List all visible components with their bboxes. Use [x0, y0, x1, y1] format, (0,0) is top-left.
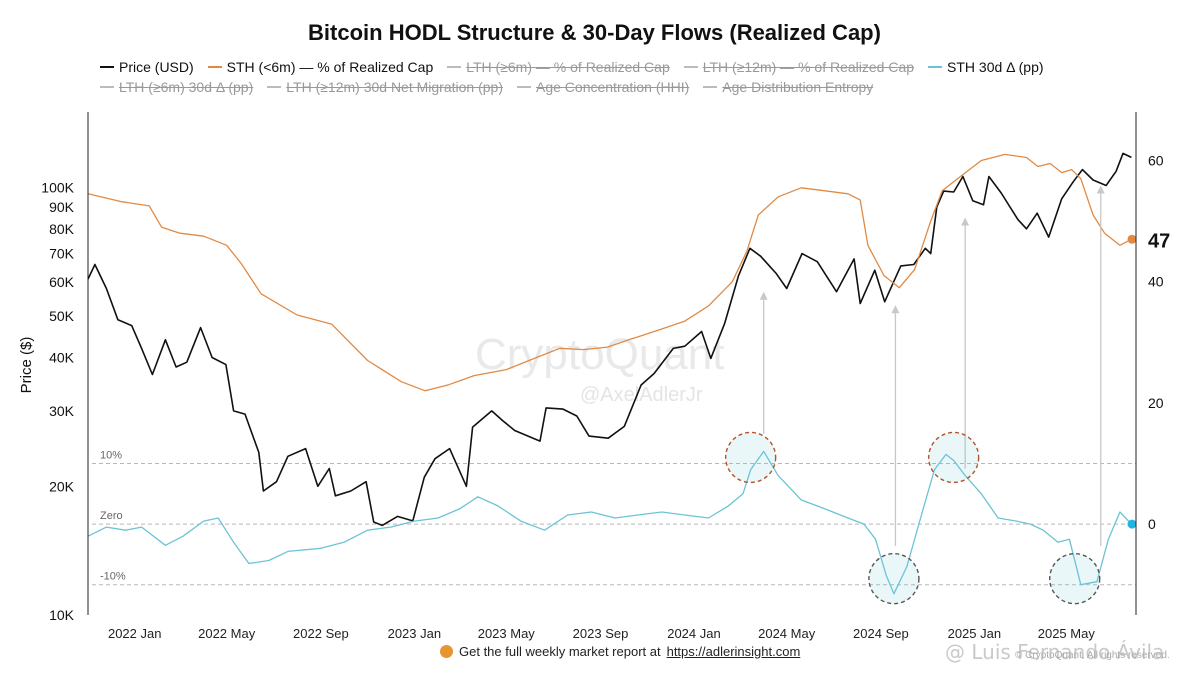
- annotation-layer: [724, 185, 1105, 605]
- x-tick-7: 2024 May: [758, 626, 816, 641]
- y-axis-left-label: Price ($): [18, 337, 35, 394]
- series-layer: [87, 152, 1137, 595]
- annotation-arrowhead-1: [891, 305, 900, 314]
- legend-swatch-lth12-migration: [267, 86, 282, 88]
- sth-end-dot: [1127, 234, 1137, 244]
- legend-item-sth-delta[interactable]: STH 30d Δ (pp): [928, 59, 1044, 75]
- x-tick-6: 2024 Jan: [667, 626, 721, 641]
- annotation-arrowhead-3: [1096, 185, 1105, 194]
- attribution-copyright: © CryptoQuant. All rights reserved.: [1015, 650, 1170, 661]
- legend-item-entropy[interactable]: Age Distribution Entropy: [703, 79, 873, 95]
- legend-label-lth6-delta: LTH (≥6m) 30d Δ (pp): [119, 79, 254, 95]
- x-tick-3: 2023 Jan: [388, 626, 442, 641]
- footer-text: Get the full weekly market report at: [459, 644, 661, 659]
- y-left-tick-3: 40K: [49, 350, 75, 366]
- series-price-line: [87, 152, 1132, 527]
- footer-dot-icon: [440, 645, 453, 658]
- axis-layer: 10K 20K 30K 40K 50K 60K 70K 80K 90K 100K 0 20 40 60 20…: [41, 112, 1170, 641]
- y-right-tick-2: 40: [1148, 274, 1164, 290]
- series-sth-delta-line: [87, 450, 1132, 595]
- y-left-tick-4: 50K: [49, 308, 75, 324]
- footer-link[interactable]: https://adlerinsight.com: [666, 644, 801, 659]
- chart-title: Bitcoin HODL Structure & 30-Day Flows (R…: [308, 20, 881, 45]
- x-tick-5: 2023 Sep: [573, 626, 629, 641]
- watermark-handle: @AxelAdlerJr: [580, 384, 703, 406]
- sth-delta-end-dot: [1127, 519, 1137, 529]
- legend-label-price: Price (USD): [119, 59, 194, 75]
- y-left-tick-2: 30K: [49, 403, 75, 419]
- legend-label-entropy: Age Distribution Entropy: [722, 79, 874, 95]
- legend-item-lth12-migration[interactable]: LTH (≥12m) 30d Net Migration (pp): [267, 79, 503, 95]
- annotation-circle-1: [868, 552, 920, 605]
- legend-row-1: Price (USD) STH (<6m) — % of Realized Ca…: [100, 59, 1044, 75]
- legend-label-sth-delta: STH 30d Δ (pp): [947, 59, 1044, 75]
- x-tick-1: 2022 May: [198, 626, 256, 641]
- reference-label-0: 10%: [100, 449, 122, 461]
- legend-item-sth[interactable]: STH (<6m) — % of Realized Cap: [207, 59, 434, 75]
- x-tick-8: 2024 Sep: [853, 626, 909, 641]
- watermark-brand: CryptoQuant: [475, 330, 725, 379]
- legend-swatch-sth-delta: [928, 66, 943, 68]
- annotation-circle-2: [927, 431, 980, 484]
- legend-item-hhi[interactable]: Age Concentration (HHI): [517, 79, 689, 95]
- legend-swatch-lth6-delta: [100, 86, 114, 88]
- x-tick-10: 2025 May: [1038, 626, 1096, 641]
- attribution-name: @ Luis Fernando Ávila: [945, 640, 1165, 664]
- legend-item-lth12[interactable]: LTH (≥12m) — % of Realized Cap: [683, 59, 915, 75]
- y-left-tick-5: 60K: [49, 274, 75, 290]
- legend-swatch-sth: [207, 66, 222, 68]
- annotation-circle-0: [724, 431, 777, 484]
- legend-label-lth12-migration: LTH (≥12m) 30d Net Migration (pp): [286, 79, 503, 95]
- y-left-tick-1: 20K: [49, 478, 75, 494]
- footer: Get the full weekly market report at htt…: [440, 644, 800, 659]
- y-left-tick-9: 100K: [41, 179, 74, 195]
- reference-label-2: -10%: [100, 571, 126, 583]
- legend-label-sth: STH (<6m) — % of Realized Cap: [226, 59, 434, 75]
- legend-swatch-price: [100, 66, 114, 68]
- legend-swatch-entropy: [703, 86, 718, 88]
- last-value-label: 47: [1148, 230, 1170, 252]
- annotation-arrowhead-0: [759, 291, 768, 300]
- annotation-circle-3: [1049, 552, 1101, 605]
- legend-item-lth6-delta[interactable]: LTH (≥6m) 30d Δ (pp): [100, 79, 253, 95]
- legend-swatch-hhi: [517, 86, 531, 88]
- legend-item-price[interactable]: Price (USD): [100, 59, 194, 75]
- legend-row-2: LTH (≥6m) 30d Δ (pp) LTH (≥12m) 30d Net …: [100, 79, 873, 95]
- legend-label-lth6: LTH (≥6m) — % of Realized Cap: [466, 59, 670, 75]
- y-right-tick-3: 60: [1148, 152, 1164, 168]
- legend-label-hhi: Age Concentration (HHI): [536, 79, 690, 95]
- legend-label-lth12: LTH (≥12m) — % of Realized Cap: [702, 59, 915, 75]
- y-right-tick-1: 20: [1148, 395, 1164, 411]
- x-tick-2: 2022 Sep: [293, 626, 349, 641]
- y-left-tick-6: 70K: [49, 246, 75, 262]
- y-left-tick-7: 80K: [49, 221, 75, 237]
- y-right-tick-0: 0: [1148, 516, 1156, 532]
- grid-layer: 10% Zero -10%: [92, 449, 1136, 586]
- x-tick-4: 2023 May: [478, 626, 536, 641]
- reference-label-1: Zero: [100, 510, 123, 522]
- annotation-arrowhead-2: [961, 217, 970, 226]
- y-left-tick-8: 90K: [49, 199, 75, 215]
- y-left-tick-0: 10K: [49, 607, 75, 623]
- x-tick-9: 2025 Jan: [948, 626, 1002, 641]
- legend-swatch-lth12: [683, 66, 698, 68]
- legend-item-lth6[interactable]: LTH (≥6m) — % of Realized Cap: [447, 59, 670, 75]
- series-sth-line: [87, 153, 1132, 392]
- legend-swatch-lth6: [447, 66, 462, 68]
- x-tick-0: 2022 Jan: [108, 626, 162, 641]
